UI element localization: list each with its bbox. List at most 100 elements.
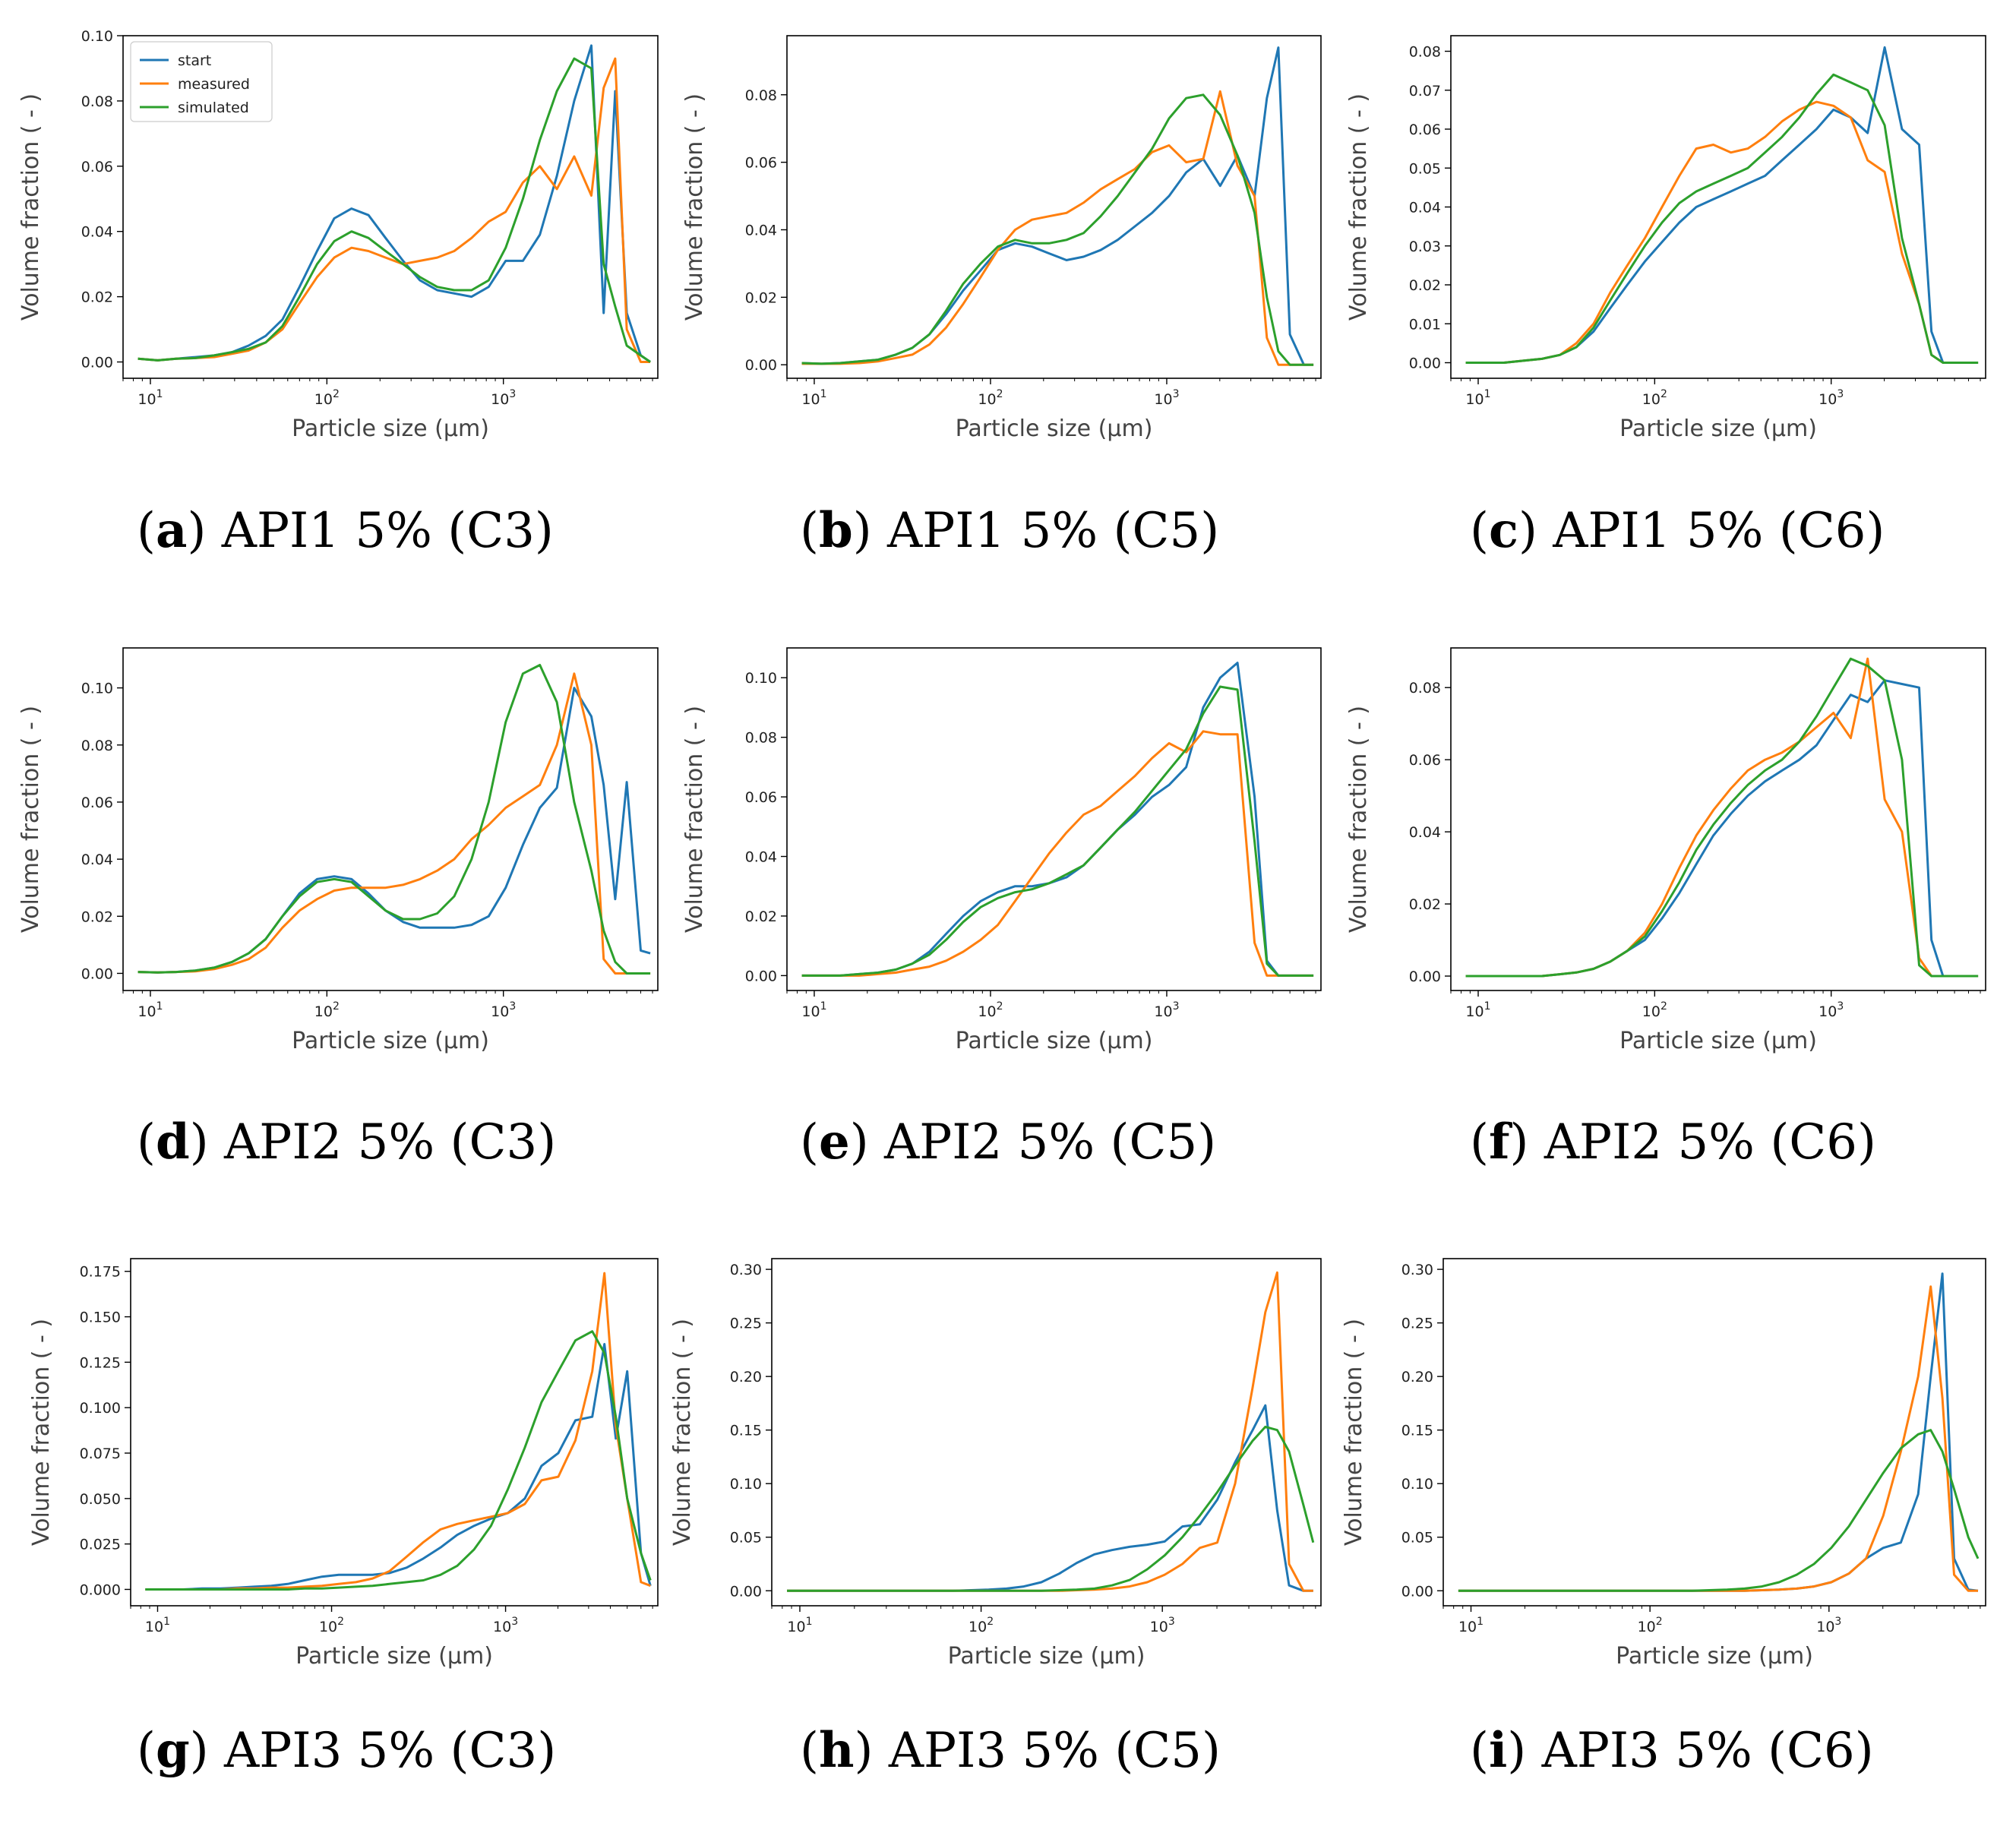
x-axis-label: Particle size (µm) <box>292 415 489 442</box>
series-line-simulated <box>1465 73 1979 364</box>
y-axis-label: Volume fraction ( - ) <box>1341 1319 1367 1546</box>
series-line-simulated <box>801 685 1314 977</box>
y-tick-label: 0.08 <box>1409 680 1441 697</box>
x-tick-label: 102 <box>978 388 1003 408</box>
x-axis-label: Particle size (µm) <box>1619 1028 1817 1054</box>
chart-panel-h: 0.00 0.05 0.10 0.15 0.20 0.25 0.30 101 102 103 Par… <box>669 1258 1322 1779</box>
caption-c: (c) API1 5% (C6) <box>1470 502 1885 559</box>
y-tick-label: 0.02 <box>745 289 777 306</box>
plot-frame <box>1442 1258 1986 1607</box>
series-line-simulated <box>1465 657 1979 978</box>
y-tick-label: 0.00 <box>81 965 113 982</box>
y-tick-label: 0.10 <box>745 670 777 687</box>
caption-letter: b <box>819 502 853 559</box>
y-tick-label: 0.15 <box>1401 1423 1433 1439</box>
caption-text: API3 5% (C6) <box>1541 1723 1874 1779</box>
x-tick-label: 101 <box>1465 1000 1490 1020</box>
y-tick-label: 0.00 <box>1409 355 1441 372</box>
x-axis-label: Particle size (µm) <box>1616 1643 1813 1670</box>
x-tick-label: 102 <box>1642 388 1667 408</box>
y-tick-label: 0.075 <box>80 1445 121 1462</box>
y-tick-label: 0.050 <box>80 1491 121 1508</box>
series-line-measured <box>137 672 651 975</box>
x-axis-label: Particle size (µm) <box>292 1028 489 1054</box>
x-tick-label: 103 <box>493 1616 518 1635</box>
plot-frame <box>122 647 659 991</box>
y-tick-label: 0.04 <box>745 849 777 866</box>
caption-text: API2 5% (C6) <box>1544 1114 1876 1171</box>
y-axis-label: Volume fraction ( - ) <box>1345 706 1372 933</box>
y-tick-label: 0.00 <box>81 355 113 371</box>
plot-frame <box>130 1258 659 1607</box>
y-tick-label: 0.02 <box>81 289 113 306</box>
x-tick-label: 102 <box>1638 1616 1663 1635</box>
chart-panel-e: 0.00 0.02 0.04 0.06 0.08 0.10 101 102 103Particl… <box>681 647 1322 1171</box>
chart-panel-g: 0.000 0.025 0.050 0.075 0.100 0.125 0.150 0.175… <box>28 1258 659 1779</box>
caption-f: (f) API2 5% (C6) <box>1470 1114 1876 1171</box>
y-axis-label: Volume fraction ( - ) <box>1345 93 1372 321</box>
x-tick-label: 101 <box>1458 1616 1484 1635</box>
x-tick-label: 101 <box>787 1616 812 1635</box>
x-axis-label: Particle size (µm) <box>295 1643 493 1670</box>
y-tick-label: 0.00 <box>730 1583 762 1600</box>
y-tick-label: 0.20 <box>1401 1369 1433 1385</box>
legend-label-measured: measured <box>178 76 250 93</box>
y-tick-label: 0.02 <box>745 908 777 925</box>
caption-letter: f <box>1489 1114 1512 1171</box>
series-line-simulated <box>1458 1429 1980 1592</box>
series-line-measured <box>137 57 651 363</box>
y-axis-label: Volume fraction ( - ) <box>17 93 44 321</box>
y-tick-label: 0.00 <box>1401 1583 1433 1600</box>
x-axis-label: Particle size (µm) <box>956 1028 1153 1054</box>
y-tick-label: 0.05 <box>1409 160 1441 177</box>
x-tick-label: 103 <box>1154 1000 1179 1020</box>
x-tick-label: 101 <box>137 388 163 408</box>
x-axis-label: Particle size (µm) <box>956 415 1153 442</box>
caption-i: (i) API3 5% (C6) <box>1470 1722 1874 1779</box>
y-tick-label: 0.25 <box>1401 1316 1433 1332</box>
plot-frame <box>122 35 659 379</box>
series-line-simulated <box>137 57 651 363</box>
caption-text: API3 5% (C3) <box>223 1723 556 1779</box>
y-tick-label: 0.02 <box>1409 277 1441 294</box>
chart-panel-i: 0.00 0.05 0.10 0.15 0.20 0.25 0.30 101 102 103Par… <box>1341 1258 1986 1779</box>
x-tick-label: 101 <box>145 1616 170 1635</box>
x-tick-label: 102 <box>314 388 340 408</box>
caption-g: (g) API3 5% (C3) <box>137 1722 556 1779</box>
y-tick-label: 0.25 <box>730 1316 762 1332</box>
y-tick-label: 0.08 <box>745 730 777 747</box>
x-tick-label: 101 <box>1465 388 1490 408</box>
x-tick-label: 103 <box>1819 1000 1844 1020</box>
y-tick-label: 0.08 <box>1409 44 1441 61</box>
y-tick-label: 0.06 <box>745 155 777 172</box>
caption-a: (a) API1 5% (C3) <box>137 502 554 559</box>
y-tick-label: 0.10 <box>730 1476 762 1493</box>
legend-label-simulated: simulated <box>178 100 249 116</box>
y-tick-label: 0.07 <box>1409 83 1441 100</box>
y-tick-label: 0.01 <box>1409 316 1441 333</box>
caption-letter: a <box>156 502 187 559</box>
x-tick-label: 103 <box>491 1000 516 1020</box>
legend: start measured simulated <box>130 41 273 122</box>
x-axis-label: Particle size (µm) <box>948 1643 1145 1670</box>
y-tick-label: 0.125 <box>80 1354 121 1371</box>
y-tick-label: 0.03 <box>1409 239 1441 255</box>
y-tick-label: 0.06 <box>81 795 113 811</box>
y-tick-label: 0.04 <box>745 222 777 239</box>
caption-text: API2 5% (C5) <box>883 1114 1216 1171</box>
y-axis-label: Volume fraction ( - ) <box>28 1319 55 1546</box>
x-tick-label: 102 <box>314 1000 340 1020</box>
y-axis-label: Volume fraction ( - ) <box>17 706 44 933</box>
caption-letter: g <box>156 1722 190 1779</box>
y-tick-label: 0.08 <box>81 738 113 754</box>
x-tick-label: 101 <box>801 388 826 408</box>
y-axis-label: Volume fraction ( - ) <box>681 93 708 321</box>
x-tick-label: 102 <box>969 1616 994 1635</box>
plot-frame <box>786 35 1322 379</box>
chart-panel-c: 0.00 0.01 0.02 0.03 0.04 0.05 0.06 0.07 0.08 101 1… <box>1345 35 1986 559</box>
x-tick-label: 101 <box>801 1000 826 1020</box>
series-line-simulated <box>801 93 1314 366</box>
caption-letter: e <box>819 1114 850 1171</box>
caption-text: API1 5% (C6) <box>1552 503 1885 559</box>
